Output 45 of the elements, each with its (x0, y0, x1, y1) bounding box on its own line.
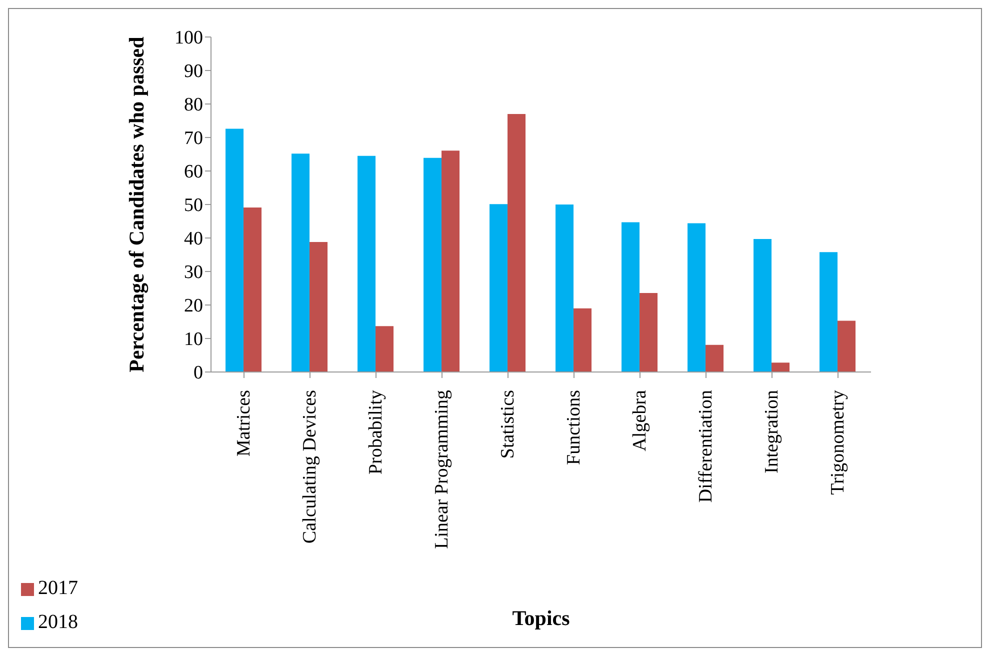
x-tick-label: Integration (762, 390, 782, 474)
bar (622, 222, 640, 372)
x-tick-label: Algebra (630, 389, 650, 452)
y-tick-label: 100 (174, 28, 203, 49)
legend-label: 2017 (38, 577, 78, 599)
x-tick-label: Linear Programming (432, 390, 452, 549)
x-tick-label: Functions (564, 390, 584, 465)
bar (754, 239, 772, 372)
y-tick-label: 50 (184, 195, 203, 216)
bar (772, 362, 790, 372)
bar (490, 204, 508, 372)
y-tick-label: 90 (184, 61, 203, 82)
x-tick-label: Trigonometry (828, 390, 848, 495)
x-tick-label: Statistics (498, 390, 518, 459)
bar (226, 128, 244, 372)
x-tick-label: Calculating Devices (300, 390, 320, 544)
bar (688, 223, 706, 372)
bar (310, 242, 328, 372)
y-tick-label: 70 (184, 128, 203, 150)
bar (706, 344, 724, 372)
bar (244, 208, 262, 372)
bar (424, 158, 442, 372)
y-tick-label: 10 (184, 329, 203, 350)
legend-label: 2018 (38, 611, 78, 633)
bar (820, 252, 838, 372)
bar (358, 156, 376, 372)
x-axis-title: Topics (512, 606, 570, 630)
bar (838, 320, 856, 372)
y-tick-label: 80 (184, 94, 203, 116)
x-tick-label: Differentiation (696, 390, 716, 503)
y-tick-label: 40 (184, 228, 203, 250)
bar (640, 292, 658, 372)
bar (442, 150, 460, 372)
x-tick-label: Probability (366, 390, 386, 474)
y-tick-label: 30 (184, 262, 203, 284)
y-tick-label: 60 (184, 162, 203, 183)
x-tick-label: Matrices (234, 390, 254, 456)
y-tick-label: 0 (194, 362, 203, 384)
bar (292, 154, 310, 372)
y-tick-label: 20 (184, 296, 203, 317)
bar (574, 308, 592, 372)
bar (376, 326, 394, 372)
bar (508, 114, 526, 372)
bar (556, 204, 574, 372)
y-axis-title: Percentage of Candidates who passed (124, 36, 148, 372)
